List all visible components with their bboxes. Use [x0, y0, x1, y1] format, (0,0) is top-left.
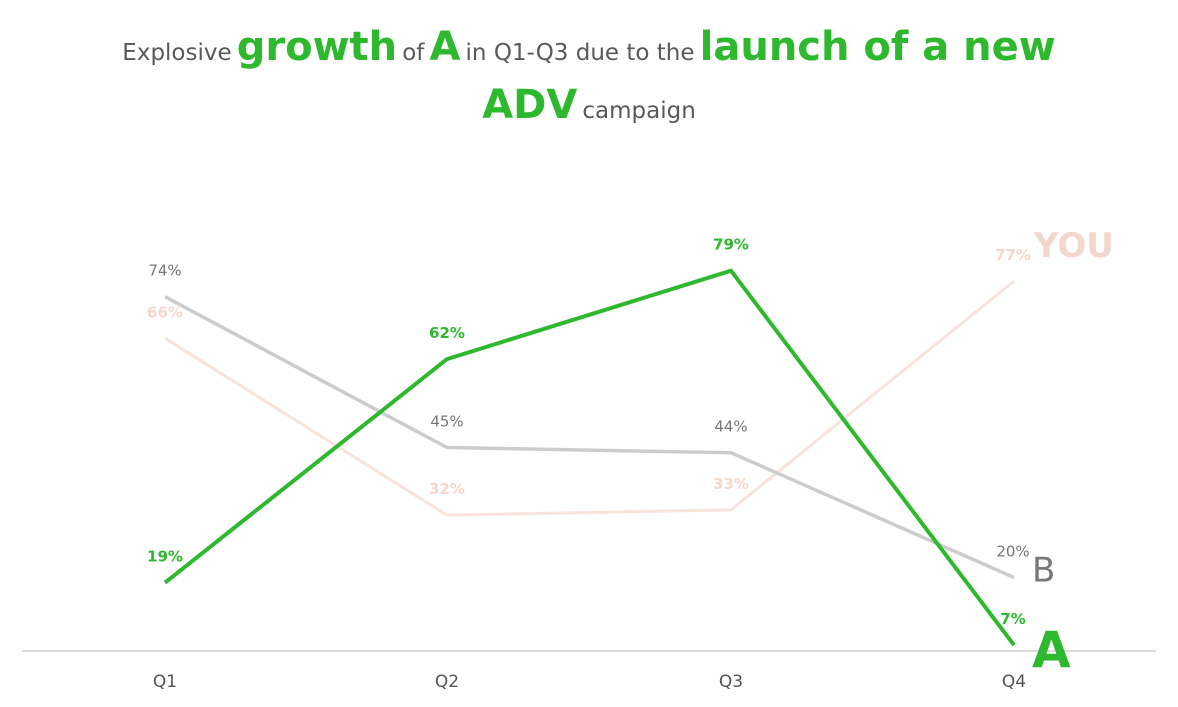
series-name-label: YOU: [1033, 226, 1114, 266]
x-tick-label: Q1: [153, 672, 177, 692]
data-label: 45%: [430, 413, 463, 431]
title-part: launch of a new: [699, 24, 1056, 70]
title-part: growth: [236, 24, 398, 70]
title-line-1: Explosive growth of A in Q1-Q3 due to th…: [0, 18, 1178, 76]
title-part: ADV: [482, 82, 578, 128]
data-label: 19%: [147, 548, 183, 566]
title-line-2: ADV campaign: [0, 76, 1178, 134]
data-label: 74%: [148, 262, 181, 280]
data-label: 32%: [429, 480, 465, 498]
title-part: Explosive: [122, 40, 232, 66]
data-label: 77%: [995, 246, 1031, 264]
x-tick-label: Q4: [1002, 672, 1026, 692]
series-line-b: [164, 295, 1015, 580]
data-label: 20%: [996, 543, 1029, 561]
title-part: of: [402, 40, 425, 66]
series-name-label: A: [1032, 621, 1071, 679]
chart-title: Explosive growth of A in Q1-Q3 due to th…: [0, 18, 1178, 134]
series-line-you: [164, 279, 1015, 517]
data-label: 44%: [714, 418, 747, 436]
data-label: 79%: [713, 236, 749, 254]
title-part: in Q1-Q3 due to the: [465, 40, 695, 66]
series-line-a: [163, 268, 1016, 647]
data-label: 33%: [713, 475, 749, 493]
x-tick-label: Q3: [719, 672, 743, 692]
title-part: A: [429, 24, 461, 70]
title-part: campaign: [582, 98, 696, 124]
series-name-label: B: [1032, 551, 1055, 591]
x-tick-label: Q2: [435, 672, 459, 692]
data-label: 66%: [147, 303, 183, 321]
data-label: 62%: [429, 324, 465, 342]
data-label: 7%: [1000, 610, 1025, 628]
